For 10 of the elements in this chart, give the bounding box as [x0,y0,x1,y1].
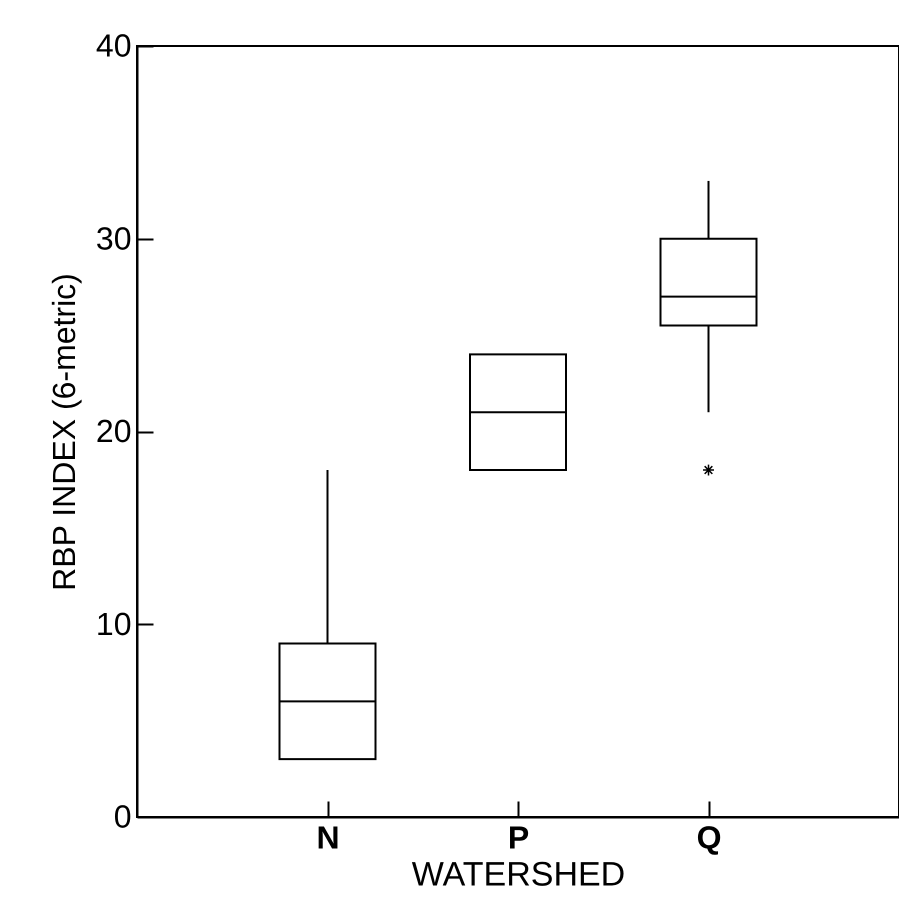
y-tick-label: 30 [96,220,132,256]
x-tick-label: Q [696,820,722,856]
y-axis-title: RBP INDEX (6-metric) [46,273,82,591]
x-tick-label: P [508,820,530,856]
y-tick-label: 10 [96,606,132,642]
y-tick-label: 40 [96,28,132,64]
x-tick-label: N [316,820,340,856]
x-axis-title: WATERSHED [412,856,626,894]
y-tick-label: 0 [114,798,132,834]
y-tick-label: 20 [96,413,132,449]
